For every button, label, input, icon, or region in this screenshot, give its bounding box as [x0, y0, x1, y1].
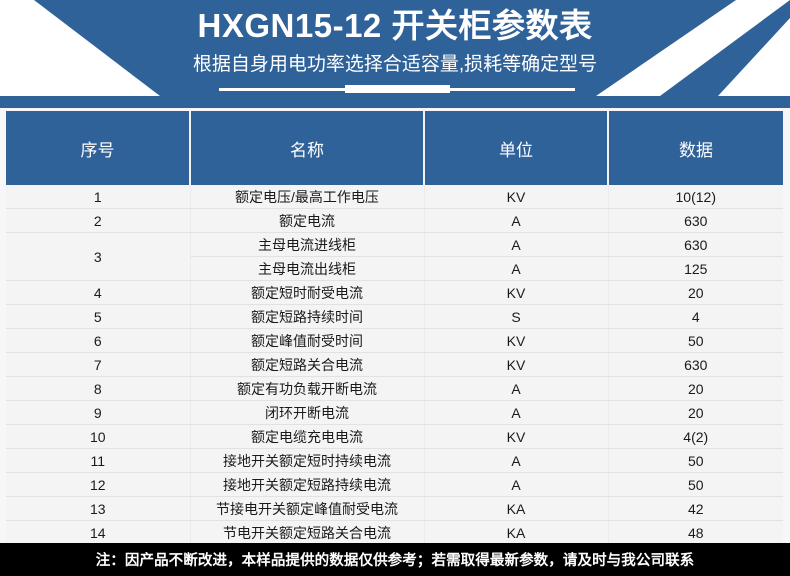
- table-row: 4 额定短时耐受电流 KV 20: [6, 280, 783, 305]
- header-banner: HXGN15-12 开关柜参数表 根据自身用电功率选择合适容量,损耗等确定型号: [0, 0, 790, 108]
- table-row: 12 接地开关额定短路持续电流 A 50: [6, 472, 783, 497]
- footer-note: 注：因产品不断改进，本样品提供的数据仅供参考；若需取得最新参数，请及时与我公司联…: [0, 543, 790, 576]
- column-header-unit: 单位: [424, 111, 609, 185]
- page-subtitle: 根据自身用电功率选择合适容量,损耗等确定型号: [192, 54, 598, 75]
- column-header-name: 名称: [190, 111, 425, 185]
- column-header-data: 数据: [608, 111, 783, 185]
- cell-data: 630: [608, 352, 783, 377]
- cell-name: 额定电压/最高工作电压: [190, 185, 425, 209]
- title-divider: [0, 85, 790, 94]
- cell-no: 2: [6, 208, 191, 233]
- cell-no: 11: [6, 448, 191, 473]
- page-title: HXGN15-12 开关柜参数表: [197, 7, 593, 44]
- cell-no: 14: [6, 520, 191, 545]
- cell-name: 接地开关额定短时持续电流: [190, 448, 425, 473]
- table-header: 序号 名称 单位 数据: [6, 111, 783, 185]
- cell-unit: KA: [424, 496, 609, 521]
- cell-data: 20: [608, 400, 783, 425]
- column-header-no: 序号: [6, 111, 191, 185]
- title-divider-accent: [345, 85, 450, 93]
- cell-name: 额定电流: [190, 208, 425, 233]
- cell-no: 8: [6, 376, 191, 401]
- cell-name: 接地开关额定短路持续电流: [190, 472, 425, 497]
- cell-name: 额定有功负载开断电流: [190, 376, 425, 401]
- cell-name: 闭环开断电流: [190, 400, 425, 425]
- cell-name: 主母电流出线柜: [190, 256, 425, 281]
- cell-unit: A: [424, 400, 609, 425]
- cell-name: 节接电开关额定峰值耐受电流: [190, 496, 425, 521]
- parameter-table: 序号 名称 单位 数据 1 额定电压/最高工作电压 KV 10(12) 2 额定电流 A 63…: [6, 111, 783, 545]
- cell-unit: A: [424, 376, 609, 401]
- table-row: 1 额定电压/最高工作电压 KV 10(12): [6, 185, 783, 209]
- cell-data: 20: [608, 376, 783, 401]
- cell-no: 9: [6, 400, 191, 425]
- cell-data: 4(2): [608, 424, 783, 449]
- table-row: 2 额定电流 A 630: [6, 208, 783, 233]
- cell-no: 7: [6, 352, 191, 377]
- cell-name: 额定短路关合电流: [190, 352, 425, 377]
- cell-no: 4: [6, 280, 191, 305]
- cell-data: 630: [608, 232, 783, 257]
- cell-unit: A: [424, 256, 609, 281]
- cell-name: 额定短时耐受电流: [190, 280, 425, 305]
- cell-name: 额定电缆充电电流: [190, 424, 425, 449]
- cell-data: 10(12): [608, 185, 783, 209]
- table-row: 8 额定有功负载开断电流 A 20: [6, 376, 783, 401]
- table-row: 14 节电开关额定短路关合电流 KA 48: [6, 520, 783, 545]
- table-row: 主母电流出线柜 A 125: [6, 256, 783, 281]
- cell-unit: A: [424, 208, 609, 233]
- cell-name: 节电开关额定短路关合电流: [190, 520, 425, 545]
- cell-unit: S: [424, 304, 609, 329]
- cell-data: 50: [608, 448, 783, 473]
- cell-unit: KV: [424, 280, 609, 305]
- cell-unit: KV: [424, 185, 609, 209]
- cell-data: 50: [608, 328, 783, 353]
- table-row: 10 额定电缆充电电流 KV 4(2): [6, 424, 783, 449]
- cell-unit: KV: [424, 424, 609, 449]
- cell-data: 42: [608, 496, 783, 521]
- cell-no: 12: [6, 472, 191, 497]
- cell-name: 主母电流进线柜: [190, 232, 425, 257]
- table-row: 6 额定峰值耐受时间 KV 50: [6, 328, 783, 353]
- cell-data: 48: [608, 520, 783, 545]
- cell-data: 125: [608, 256, 783, 281]
- table-body: 1 额定电压/最高工作电压 KV 10(12) 2 额定电流 A 630 3 主母电流进线柜 A 63…: [6, 185, 783, 545]
- cell-no: 6: [6, 328, 191, 353]
- cell-no: 13: [6, 496, 191, 521]
- parameter-table-container: 序号 名称 单位 数据 1 额定电压/最高工作电压 KV 10(12) 2 额定电流 A 63…: [6, 111, 783, 545]
- cell-unit: KV: [424, 328, 609, 353]
- table-row: 5 额定短路持续时间 S 4: [6, 304, 783, 329]
- cell-no: 10: [6, 424, 191, 449]
- cell-data: 20: [608, 280, 783, 305]
- cell-data: 4: [608, 304, 783, 329]
- table-row: 9 闭环开断电流 A 20: [6, 400, 783, 425]
- cell-unit: A: [424, 472, 609, 497]
- cell-unit: KA: [424, 520, 609, 545]
- cell-unit: A: [424, 232, 609, 257]
- cell-no: 3: [6, 232, 191, 281]
- cell-no: 5: [6, 304, 191, 329]
- table-row: 3 主母电流进线柜 A 630: [6, 232, 783, 281]
- table-row: 11 接地开关额定短时持续电流 A 50: [6, 448, 783, 473]
- table-row: 13 节接电开关额定峰值耐受电流 KA 42: [6, 496, 783, 521]
- cell-unit: A: [424, 448, 609, 473]
- cell-name: 额定短路持续时间: [190, 304, 425, 329]
- cell-no: 1: [6, 185, 191, 209]
- cell-data: 630: [608, 208, 783, 233]
- cell-unit: KV: [424, 352, 609, 377]
- cell-name: 额定峰值耐受时间: [190, 328, 425, 353]
- cell-data: 50: [608, 472, 783, 497]
- table-row: 7 额定短路关合电流 KV 630: [6, 352, 783, 377]
- table-header-row: 序号 名称 单位 数据: [6, 111, 783, 185]
